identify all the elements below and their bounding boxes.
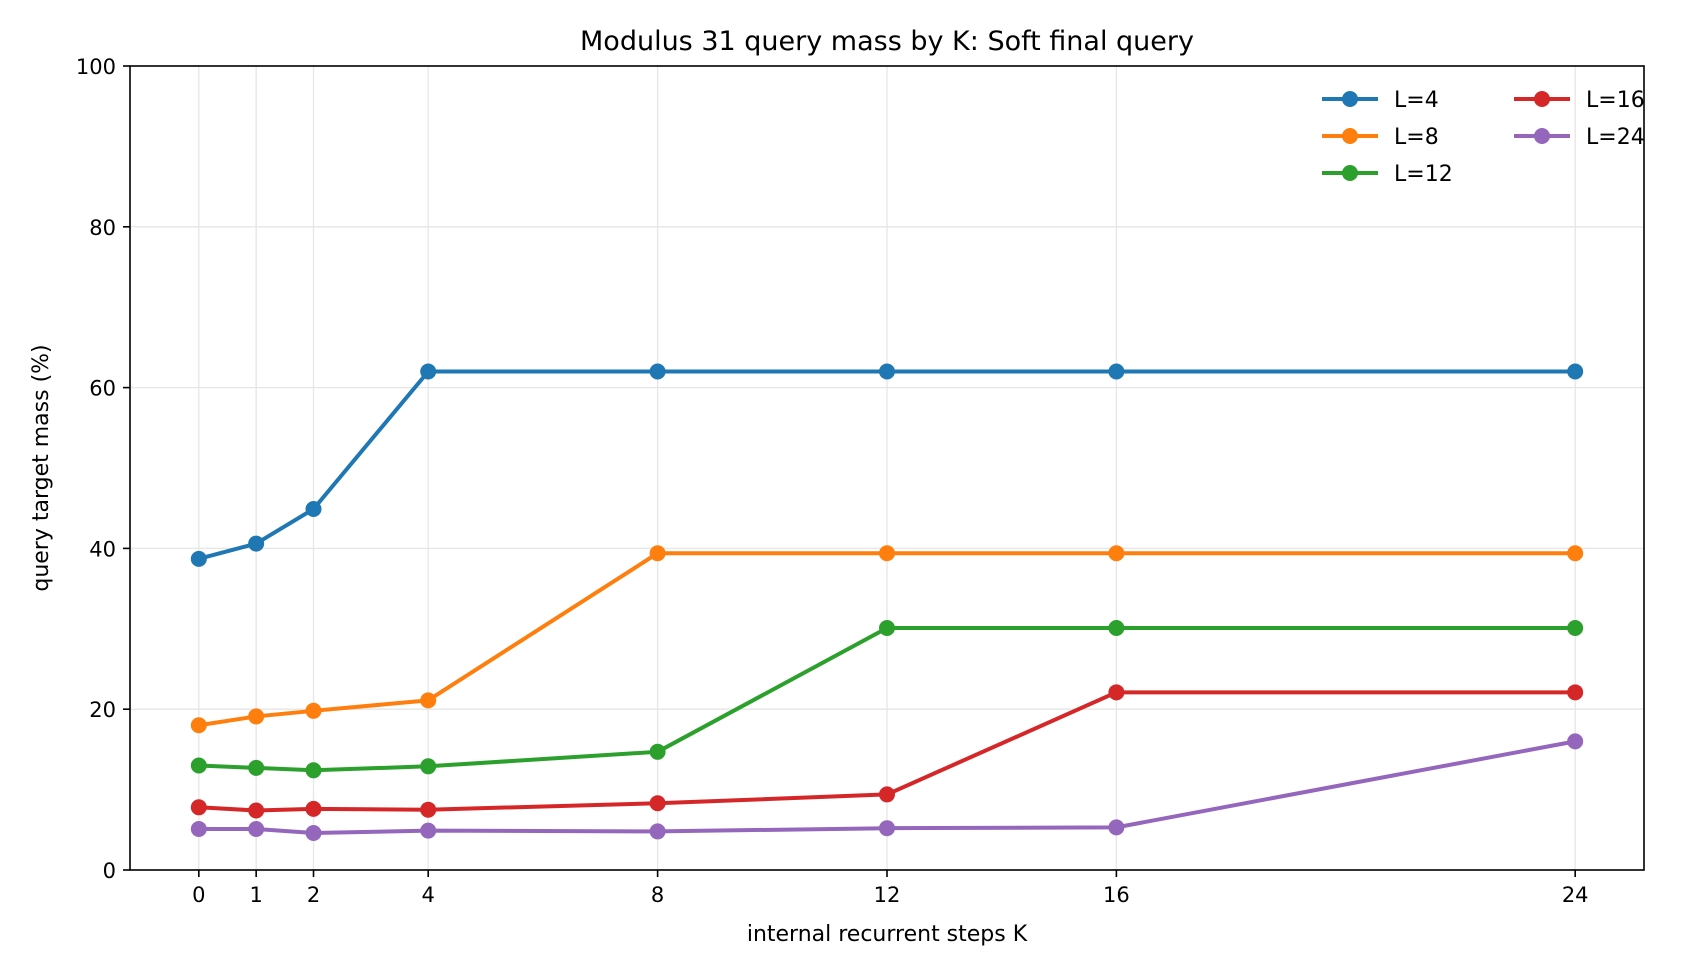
legend-label: L=4 — [1394, 88, 1439, 113]
legend-label: L=24 — [1586, 125, 1645, 150]
data-point — [1108, 684, 1125, 701]
legend-swatch-marker — [1342, 91, 1358, 107]
data-point — [190, 820, 207, 837]
legend-label: L=16 — [1586, 88, 1645, 113]
data-point — [420, 758, 437, 775]
legend-label: L=12 — [1394, 162, 1453, 187]
series-line — [196, 625, 1578, 773]
x-tick-label: 1 — [249, 883, 262, 907]
legend-item: L=8 — [1322, 125, 1439, 150]
series-line — [196, 739, 1578, 836]
data-point — [649, 545, 666, 562]
data-point — [1108, 545, 1125, 562]
legend-item: L=12 — [1322, 162, 1453, 187]
data-point — [305, 800, 322, 817]
data-point — [1567, 733, 1584, 750]
data-point — [1108, 819, 1125, 836]
series-l-12 — [190, 619, 1584, 779]
data-point — [879, 820, 895, 837]
x-tick-label: 2 — [307, 883, 320, 907]
data-point — [248, 708, 265, 725]
data-point — [879, 619, 895, 636]
data-point — [649, 363, 666, 380]
data-point — [305, 501, 322, 518]
legend-label: L=8 — [1394, 125, 1439, 150]
data-point — [879, 363, 895, 380]
data-point — [305, 762, 322, 779]
y-tick-label: 80 — [89, 216, 116, 240]
series-line — [196, 551, 1578, 728]
data-point — [190, 717, 207, 734]
series-line — [196, 690, 1578, 813]
data-point — [1567, 684, 1584, 701]
y-tick-label: 20 — [89, 698, 116, 722]
series-l-24 — [190, 733, 1584, 842]
data-point — [1567, 619, 1584, 636]
series-line — [196, 369, 1578, 561]
data-point — [879, 786, 895, 803]
legend-swatch-marker — [1342, 165, 1358, 181]
data-point — [305, 702, 322, 719]
chart-title: Modulus 31 query mass by K: Soft final q… — [580, 26, 1194, 57]
series-l-8 — [190, 545, 1584, 734]
data-point — [190, 799, 207, 816]
x-tick-label: 0 — [192, 883, 205, 907]
data-point — [190, 757, 207, 774]
data-point — [420, 822, 437, 839]
legend-swatch-marker — [1534, 128, 1550, 144]
legend-item: L=4 — [1322, 88, 1439, 113]
series-lines — [190, 363, 1584, 842]
legend-swatch-marker — [1342, 128, 1358, 144]
x-tick-label: 24 — [1562, 883, 1589, 907]
data-point — [248, 820, 265, 837]
data-point — [305, 825, 322, 842]
legend-item: L=16 — [1514, 88, 1645, 113]
data-point — [420, 801, 437, 818]
data-point — [1567, 545, 1584, 562]
data-point — [248, 802, 265, 819]
x-tick-label: 12 — [874, 883, 901, 907]
data-point — [190, 550, 207, 567]
data-point — [420, 363, 437, 380]
data-point — [1108, 363, 1125, 380]
data-point — [1108, 619, 1125, 636]
series-l-16 — [190, 684, 1584, 819]
data-point — [649, 743, 666, 760]
x-tick-label: 16 — [1103, 883, 1130, 907]
data-point — [248, 535, 265, 552]
data-point — [248, 759, 265, 776]
data-point — [649, 795, 666, 812]
series-l-4 — [190, 363, 1584, 567]
y-tick-label: 40 — [89, 537, 116, 561]
data-point — [420, 692, 437, 709]
x-tick-label: 8 — [651, 883, 664, 907]
y-axis-label: query target mass (%) — [29, 344, 54, 591]
x-tick-label: 4 — [422, 883, 435, 907]
legend-item: L=24 — [1514, 125, 1645, 150]
y-tick-label: 60 — [89, 377, 116, 401]
data-point — [879, 545, 895, 562]
data-point — [649, 823, 666, 840]
data-point — [1567, 363, 1584, 380]
y-tick-label: 0 — [103, 859, 116, 883]
legend: L=4 L=8 L=12 L=16 L=24 — [1322, 88, 1645, 187]
y-tick-label: 100 — [76, 55, 116, 79]
x-axis-label: internal recurrent steps K — [747, 922, 1028, 947]
legend-swatch-marker — [1534, 91, 1550, 107]
